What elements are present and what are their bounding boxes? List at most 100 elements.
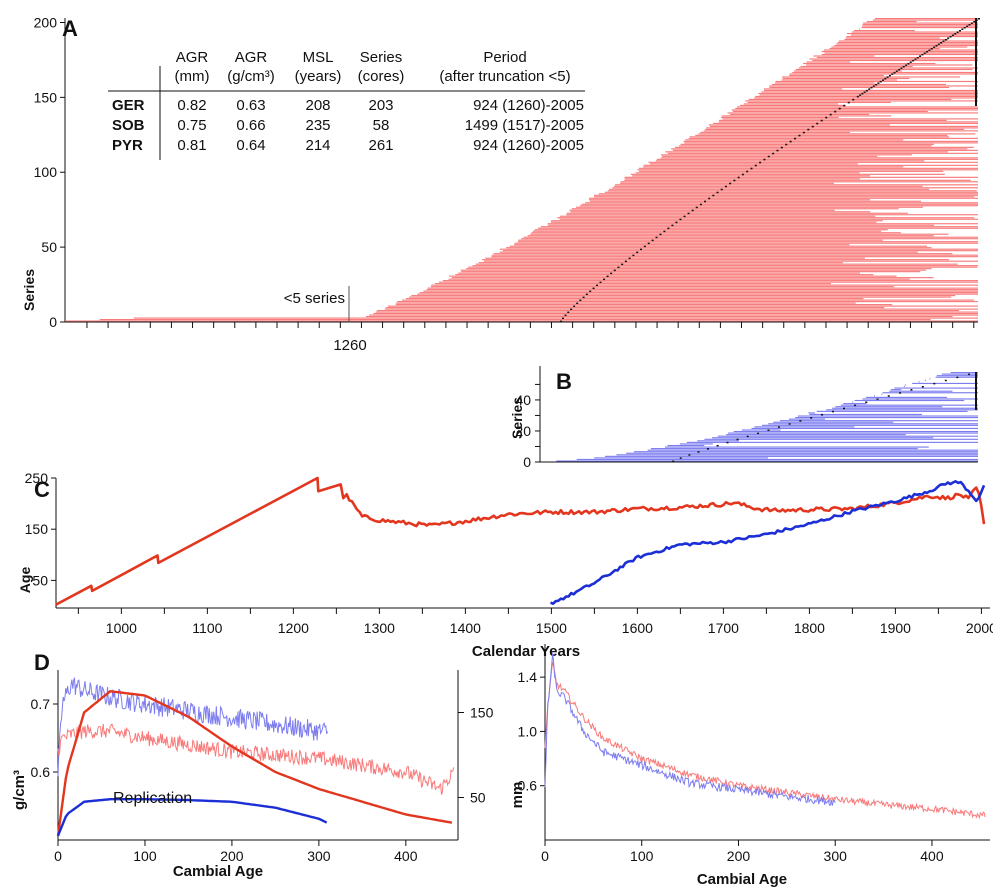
panel-d-left-sob-density bbox=[57, 677, 329, 777]
panel-a-bar bbox=[478, 262, 843, 264]
panel-a-bar bbox=[706, 127, 978, 129]
panel-a-pyr-marker bbox=[868, 88, 871, 90]
panel-a-pyr-marker bbox=[919, 55, 922, 57]
panel-a-pyr-marker bbox=[691, 209, 694, 212]
panel-a-pyr-marker bbox=[802, 131, 805, 134]
panel-a-bar bbox=[365, 316, 953, 318]
panel-a-bar bbox=[872, 19, 978, 21]
panel-c-xtick-label: 1200 bbox=[278, 620, 309, 636]
panel-a-pyr-marker bbox=[968, 23, 971, 26]
panel-a-bar bbox=[665, 151, 948, 153]
panel-a-bar bbox=[630, 173, 945, 175]
panel-a-bar bbox=[813, 55, 875, 57]
panel-a-bar bbox=[442, 280, 978, 282]
panel-b-bar bbox=[894, 387, 978, 389]
panel-a-bar bbox=[585, 202, 978, 204]
panel-d-right-xtick-label: 200 bbox=[727, 848, 751, 864]
panel-c-xtick-label: 1600 bbox=[622, 620, 653, 636]
panel-b-bar bbox=[904, 384, 906, 386]
panel-a-bar bbox=[506, 247, 932, 249]
panel-a-pyr-marker bbox=[951, 34, 954, 36]
panel-a-bar bbox=[468, 266, 978, 268]
panel-a-pyr-marker bbox=[861, 92, 864, 95]
panel-b-bar bbox=[924, 379, 926, 381]
panel-d-left-xtick-label: 0 bbox=[54, 848, 62, 864]
panel-a-bar bbox=[559, 218, 978, 220]
panel-a-pyr-marker bbox=[628, 257, 631, 260]
panel-a-ytick-label: 50 bbox=[41, 239, 57, 255]
panel-a-bar bbox=[713, 122, 978, 124]
panel-d-left-ticks: 0.6 0.7 50 150 0 100 200 300 400 bbox=[31, 696, 494, 864]
panel-b-bar bbox=[779, 420, 978, 422]
table-header-agr-mm-2: (mm) bbox=[175, 68, 210, 85]
panel-a-pyr-marker bbox=[708, 197, 711, 200]
panel-d-right-ticks: 0.6 1.0 1.4 0 100 200 300 400 bbox=[518, 669, 944, 864]
panel-a-bar bbox=[846, 35, 978, 38]
panel-c-ytick-label: 150 bbox=[25, 521, 49, 537]
panel-a-pyr-marker bbox=[570, 308, 573, 311]
panel-c-xtick-label: 1100 bbox=[192, 620, 222, 636]
panel-a-bar bbox=[764, 89, 978, 92]
panel-b-pyr-marker bbox=[679, 457, 682, 459]
panel-d-right-sob-width bbox=[544, 652, 836, 806]
panel-d-left-rtick-label: 50 bbox=[470, 790, 486, 806]
panel-a-bar bbox=[612, 187, 978, 189]
panel-c: 50 150 250 1000 1100 1200 1300 1400 1500 1600 170… bbox=[17, 470, 993, 660]
panel-a-pyr-marker bbox=[888, 74, 891, 77]
panel-a-pyr-marker bbox=[679, 218, 682, 221]
panel-a-bar bbox=[472, 265, 978, 267]
panel-a-bar bbox=[674, 146, 974, 148]
panel-b-bar bbox=[866, 396, 947, 398]
stats-table: AGR (mm) AGR (g/cm³) MSL (years) Series … bbox=[108, 49, 585, 160]
panel-b-pyr-marker bbox=[854, 404, 857, 407]
panel-b-bar bbox=[733, 430, 978, 433]
panel-a-bar bbox=[809, 58, 978, 60]
panel-a-bar bbox=[402, 299, 975, 301]
panel-a-bar bbox=[411, 295, 956, 297]
panel-a-bar bbox=[588, 199, 871, 201]
panel-a-pyr-marker bbox=[820, 119, 823, 122]
panel-a-bar bbox=[581, 203, 978, 205]
panel-a-pyr-marker bbox=[704, 200, 707, 203]
panel-b-pyr-marker bbox=[716, 444, 719, 447]
panel-a-pyr-marker bbox=[759, 161, 762, 164]
panel-a-pyr-marker bbox=[838, 107, 841, 110]
panel-a-bar bbox=[593, 196, 975, 198]
panel-c-xtick-label: 1700 bbox=[708, 620, 739, 636]
panel-a-pyr-marker bbox=[914, 58, 917, 60]
panel-a-bar bbox=[431, 284, 978, 286]
panel-a-bar bbox=[851, 31, 978, 33]
panel-a-bar bbox=[800, 65, 913, 68]
panel-a-pyr-marker bbox=[940, 41, 943, 44]
panel-b-bar bbox=[808, 412, 816, 414]
panel-a-bar bbox=[758, 92, 978, 95]
panel-a-bar bbox=[660, 154, 912, 156]
panel-b-bar bbox=[679, 443, 713, 445]
panel-a-bar bbox=[385, 307, 885, 309]
panel-d-left-xtick-label: 400 bbox=[394, 848, 418, 864]
panel-b-pyr-marker bbox=[821, 413, 824, 416]
panel-a-pyr-marker bbox=[632, 254, 635, 257]
panel-b-bar bbox=[712, 437, 934, 439]
panel-a-pyr-marker bbox=[859, 94, 862, 96]
panel-d-left-xtick-label: 100 bbox=[133, 848, 157, 864]
panel-b-bar bbox=[854, 399, 965, 402]
panel-a-bar bbox=[862, 25, 978, 27]
panel-a-ytick-label: 200 bbox=[34, 14, 58, 30]
table-header-msl-2: (years) bbox=[295, 68, 342, 85]
panel-b-bar bbox=[788, 418, 825, 420]
panel-a-pyr-marker bbox=[613, 269, 616, 272]
panel-a-bar bbox=[427, 287, 978, 289]
panel-b-pyr-marker bbox=[967, 373, 970, 376]
panel-b-bar bbox=[751, 427, 978, 430]
panel-a-pyr-marker bbox=[750, 167, 753, 170]
panel-d-left-replication-ger bbox=[56, 690, 453, 836]
panel-a-bar bbox=[624, 179, 971, 181]
panel-c-ger-line bbox=[55, 476, 986, 606]
panel-a-bar bbox=[705, 128, 965, 130]
panel-a-bar bbox=[491, 254, 978, 256]
panel-a-bar bbox=[502, 250, 978, 252]
panel-a-pyr-marker bbox=[930, 47, 933, 50]
panel-a-pyr-marker bbox=[663, 230, 666, 233]
panel-b-bar bbox=[667, 444, 705, 447]
